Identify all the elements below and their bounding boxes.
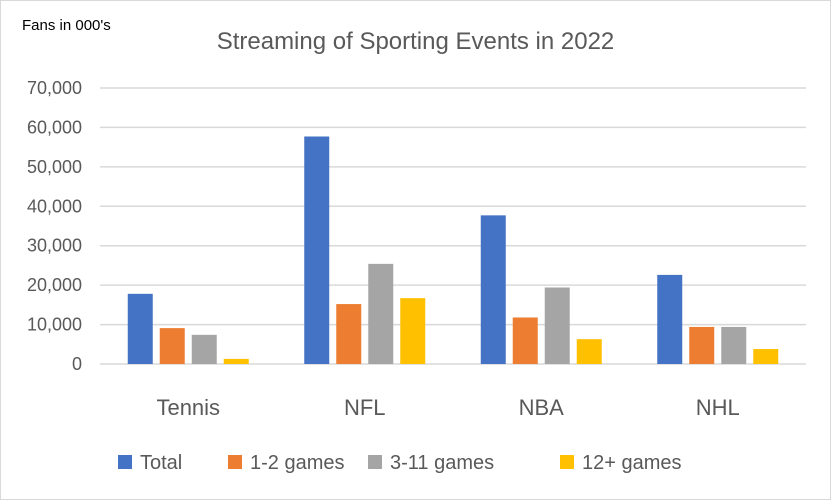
y-tick-label: 30,000 [27,236,82,256]
category-label: Tennis [156,395,220,420]
y-tick-label: 50,000 [27,157,82,177]
bar-tennis-0 [127,293,153,364]
bar-tennis-3 [223,358,249,364]
y-tick-label: 20,000 [27,275,82,295]
y-tick-label: 60,000 [27,117,82,137]
legend-label: 12+ games [582,452,682,474]
y-tick-label: 40,000 [27,196,82,216]
y-tick-label: 0 [72,354,82,374]
legend-swatch [228,455,242,469]
legend-label: Total [140,452,182,474]
bar-nba-2 [544,287,570,364]
bar-tennis-2 [191,334,217,364]
category-label: NHL [696,395,740,420]
y-tick-label: 70,000 [27,78,82,98]
bar-nfl-3 [400,298,426,364]
chart-title: Streaming of Sporting Events in 2022 [216,28,615,55]
bar-nfl-1 [336,304,362,364]
bar-nhl-2 [721,326,747,364]
category-label: NBA [519,395,565,420]
legend-swatch [118,455,132,469]
bar-nhl-0 [657,274,683,364]
bar-nba-0 [480,215,506,364]
legend-swatch [560,455,574,469]
legend-label: 1-2 games [250,452,345,474]
bar-tennis-1 [159,328,185,364]
bar-nfl-0 [304,136,330,364]
bar-nhl-3 [753,349,779,364]
bar-nba-1 [512,317,538,364]
legend-label: 3-11 games [390,452,494,474]
bar-nhl-1 [689,326,715,364]
legend-swatch [368,455,382,469]
category-label: NFL [344,395,386,420]
bar-nba-3 [576,339,602,364]
y-tick-label: 10,000 [27,315,82,335]
bar-nfl-2 [368,263,394,364]
units-label: Fans in 000's [22,17,111,34]
